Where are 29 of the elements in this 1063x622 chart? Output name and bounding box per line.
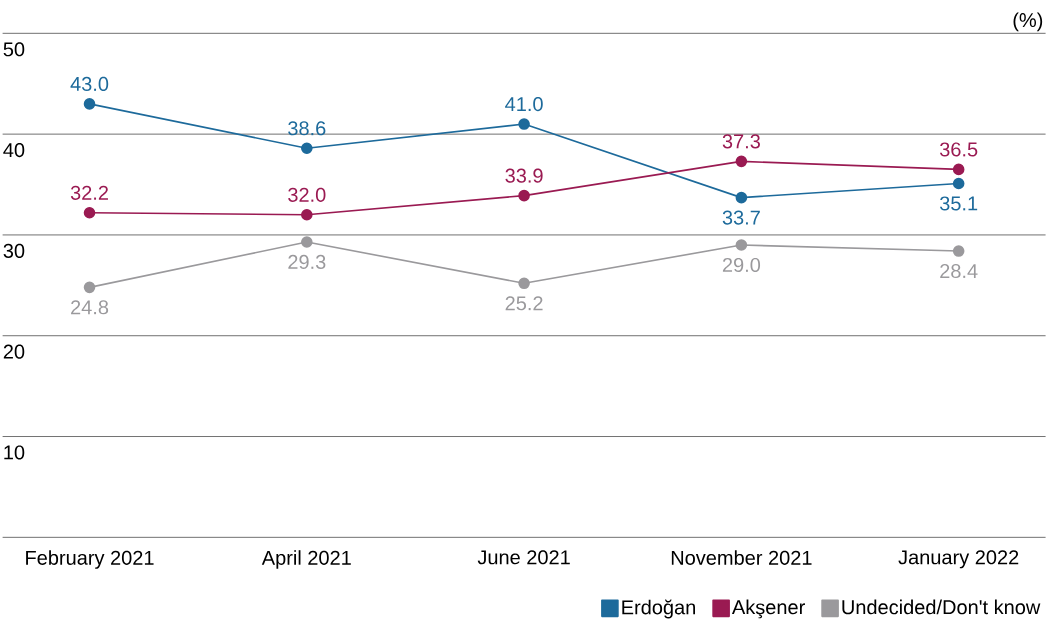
x-tick-label: February 2021 [26,550,154,569]
data-label: 41.0 [505,97,543,112]
data-label: 37.3 [722,134,760,149]
x-tick-label: November 2021 [671,550,812,565]
x-tick-label: January 2022 [898,550,1019,569]
data-label: 29.3 [288,254,326,269]
y-tick-label: 30 [3,243,25,258]
legend-label: Erdoğan [622,599,695,619]
data-label: 25.2 [505,296,543,311]
data-label: 29.0 [722,257,761,273]
data-label: 35.1 [939,196,978,211]
y-tick-label: 20 [3,344,25,359]
data-label: 36.5 [939,142,978,157]
data-label: 32.2 [70,185,108,200]
x-tick-label: June 2021 [477,550,570,565]
y-tick-label: 10 [4,445,25,460]
x-tick-label: April 2021 [261,550,351,569]
legend-label: Akşener [731,599,805,619]
data-label: 33.7 [722,210,760,225]
y-axis-title: (%) [1013,12,1043,32]
data-label: 32.0 [288,187,326,202]
y-tick-label: 40 [3,143,25,158]
y-tick-label: 50 [3,42,25,57]
data-label: 33.9 [505,168,543,183]
data-label: 24.8 [71,300,109,315]
legend-label: Undecided/Don't know [842,599,1041,615]
data-label: 43.0 [70,76,109,92]
data-label: 28.4 [940,263,978,279]
data-label: 38.6 [288,121,326,136]
